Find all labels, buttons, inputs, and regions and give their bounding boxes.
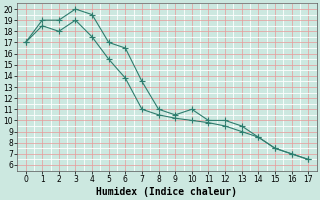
X-axis label: Humidex (Indice chaleur): Humidex (Indice chaleur): [96, 186, 237, 197]
